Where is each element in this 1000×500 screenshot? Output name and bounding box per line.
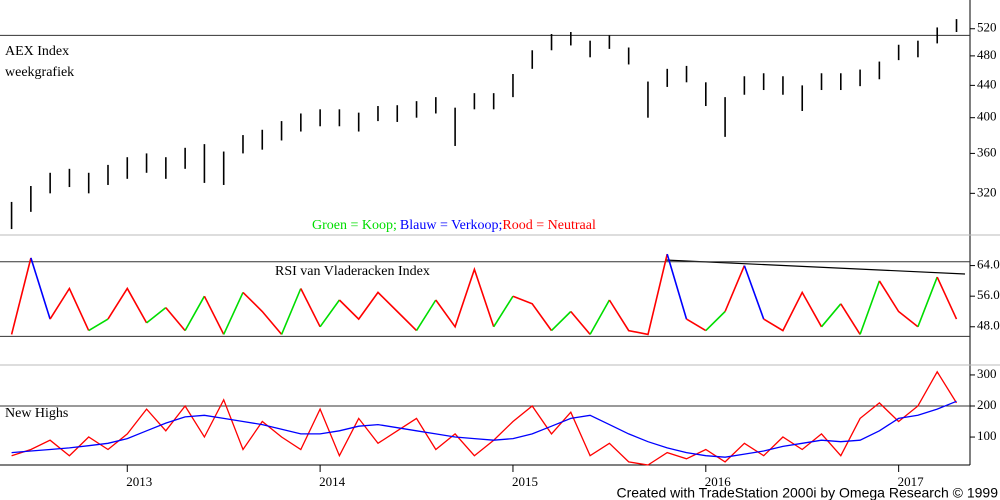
rsi-line [743, 265, 765, 320]
x-tick-label: 2015 [512, 474, 538, 489]
rsi-line [165, 307, 186, 332]
trend-line [664, 259, 966, 275]
rsi-line [724, 265, 746, 312]
legend-part: Blauw = Verkoop; [400, 218, 503, 233]
rsi-line [763, 290, 823, 332]
x-tick-label: 2017 [898, 474, 925, 489]
rsi-line [49, 286, 90, 331]
rsi-line [608, 253, 668, 336]
annotation: New Highs [5, 406, 68, 421]
rsi-line [936, 276, 958, 320]
y-tick-label: 48.0 [977, 318, 1000, 333]
legend-part: Groen = Koop; [312, 218, 397, 233]
rsi-line [589, 299, 611, 335]
annotation: weekgrafiek [5, 65, 74, 80]
y-tick-label: 100 [977, 428, 997, 443]
rsi-line [300, 288, 321, 328]
rsi-line [705, 310, 726, 332]
y-tick-label: 360 [977, 144, 997, 159]
y-tick-label: 200 [977, 397, 997, 412]
rsi-line [222, 292, 244, 335]
annotation: RSI van Vladeracken Index [275, 264, 430, 279]
rsi-line [666, 253, 688, 320]
rsi-line [570, 310, 591, 335]
rsi-line [88, 318, 109, 332]
rsi-line [493, 295, 514, 328]
y-tick-label: 300 [977, 366, 997, 381]
rsi-line [435, 266, 495, 329]
rsi-line [415, 299, 437, 332]
rsi-line [184, 295, 206, 331]
rsi-line [686, 318, 707, 332]
rsi-line [107, 286, 148, 324]
rsi-line [338, 291, 418, 332]
rsi-line [10, 257, 32, 335]
legend-text: Groen = Koop; Blauw = Verkoop;Rood = Neut… [312, 218, 596, 233]
y-tick-label: 400 [977, 109, 997, 124]
rsi-line [319, 299, 341, 328]
legend-part: Rood = Neutraal [502, 218, 596, 233]
x-tick-label: 2013 [126, 474, 152, 489]
y-tick-label: 320 [977, 184, 997, 199]
y-tick-label: 56.0 [977, 287, 1000, 302]
y-tick-label: 64.0 [977, 257, 1000, 272]
rsi-line [859, 280, 881, 335]
x-tick-label: 2016 [705, 474, 732, 489]
rsi-line [203, 295, 225, 335]
rsi-line [917, 276, 938, 328]
y-tick-label: 520 [977, 20, 997, 35]
x-tick-label: 2014 [319, 474, 346, 489]
rsi-line [512, 295, 553, 332]
series-line [11, 370, 958, 466]
series-line [11, 400, 957, 458]
rsi-line [878, 280, 919, 328]
rsi-line [550, 310, 572, 332]
rsi-line [840, 303, 861, 335]
footer: Created with TradeStation 2000i by Omega… [616, 485, 998, 500]
rsi-line [146, 306, 167, 324]
y-tick-label: 440 [977, 76, 997, 91]
y-tick-label: 480 [977, 47, 997, 62]
annotation: AEX Index [5, 44, 69, 59]
rsi-line [280, 288, 302, 335]
rsi-line [30, 257, 51, 320]
rsi-line [820, 303, 842, 328]
rsi-line [242, 291, 283, 335]
